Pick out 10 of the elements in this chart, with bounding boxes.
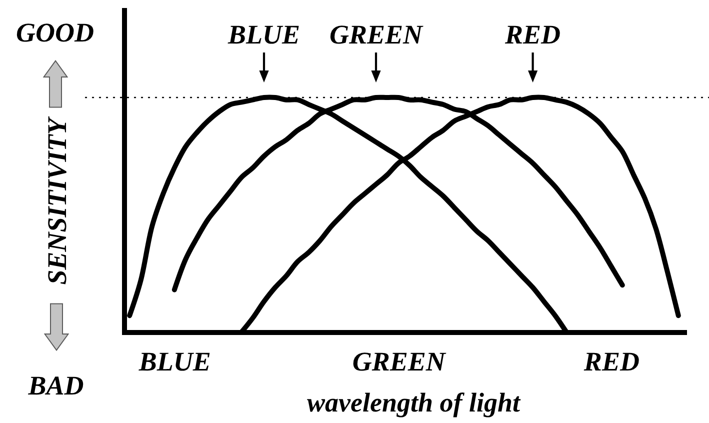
series-label: RED bbox=[504, 20, 561, 50]
x-tick-label: GREEN bbox=[352, 346, 447, 376]
series-label: BLUE bbox=[226, 20, 300, 50]
text: GOOD bbox=[16, 18, 94, 48]
x-tick-label: BLUE bbox=[138, 346, 211, 376]
x-tick-label: RED bbox=[582, 346, 640, 376]
text: BAD bbox=[28, 370, 84, 400]
y-axis-title: SENSITIVITY bbox=[42, 116, 72, 285]
x-axis-title: wavelength of light bbox=[306, 388, 522, 418]
series-label: GREEN bbox=[329, 20, 424, 50]
